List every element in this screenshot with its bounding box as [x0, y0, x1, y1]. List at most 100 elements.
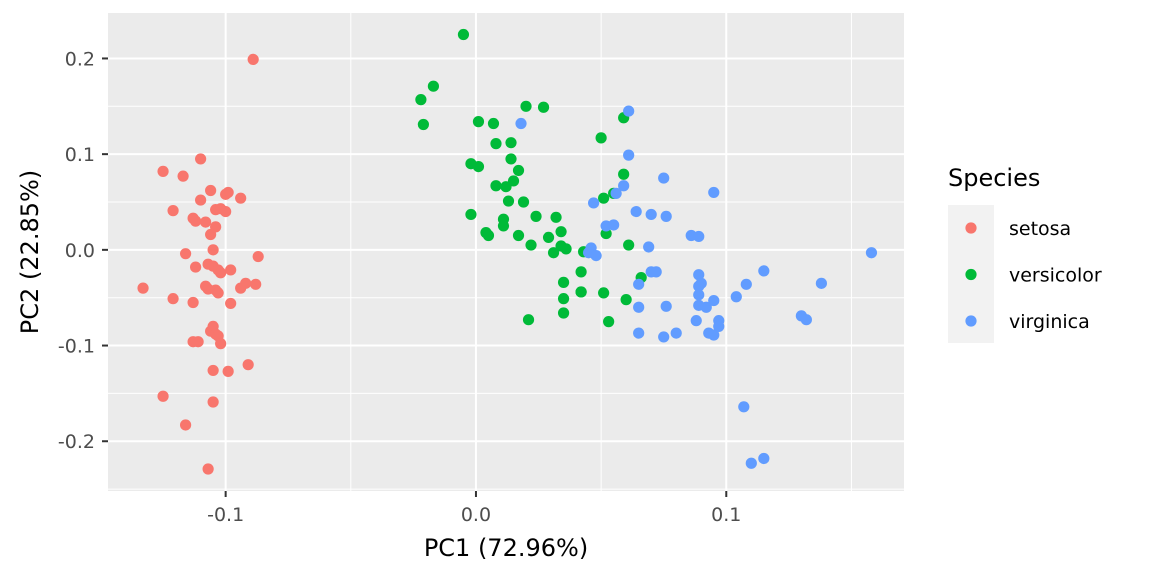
point-virginica [588, 197, 600, 209]
legend-key-setosa [965, 222, 977, 234]
point-setosa [250, 278, 262, 290]
point-versicolor [512, 229, 525, 242]
point-versicolor [547, 247, 560, 259]
point-versicolor [497, 220, 510, 232]
point-virginica [660, 300, 672, 312]
point-setosa [202, 463, 214, 475]
major-gridlines [108, 13, 904, 491]
point-versicolor [512, 164, 525, 177]
point-setosa [179, 248, 192, 260]
point-versicolor [472, 116, 485, 128]
point-virginica [745, 457, 757, 469]
legend-label-versicolor: versicolor [1009, 265, 1102, 287]
point-setosa [190, 261, 202, 273]
point-setosa [212, 287, 224, 299]
point-virginica [633, 278, 645, 290]
point-versicolor [550, 211, 562, 223]
point-versicolor [415, 94, 427, 106]
point-virginica [618, 180, 630, 192]
point-setosa [225, 264, 237, 276]
point-virginica [690, 315, 702, 327]
point-setosa [207, 244, 219, 256]
point-virginica [758, 452, 770, 465]
point-versicolor [542, 231, 555, 244]
point-virginica [758, 265, 770, 277]
point-virginica [650, 266, 662, 278]
point-setosa [195, 194, 207, 206]
point-versicolor [618, 168, 630, 180]
point-versicolor [557, 276, 570, 288]
point-versicolor [537, 101, 550, 113]
point-setosa [205, 184, 217, 197]
point-versicolor [472, 160, 485, 173]
legend: Species setosa versicolor virginica [948, 164, 1102, 343]
x-tick-label: 0.0 [461, 504, 491, 526]
point-versicolor [417, 118, 429, 131]
point-setosa [207, 396, 219, 408]
point-setosa [179, 419, 192, 431]
point-virginica [623, 149, 635, 161]
point-versicolor [560, 243, 572, 255]
point-versicolor [557, 293, 570, 305]
point-virginica [708, 294, 720, 307]
point-setosa [252, 250, 264, 263]
point-setosa [220, 205, 232, 218]
point-setosa [157, 390, 169, 402]
point-versicolor [490, 138, 502, 150]
point-setosa [192, 336, 204, 348]
point-versicolor [603, 316, 615, 328]
plot-panel [108, 13, 904, 491]
point-versicolor [487, 117, 500, 130]
point-setosa [167, 205, 179, 217]
point-setosa [187, 296, 199, 309]
point-setosa [220, 188, 232, 200]
point-versicolor [465, 208, 477, 221]
point-setosa [200, 216, 212, 228]
point-virginica [658, 331, 670, 343]
x-tick-label: 0.1 [711, 504, 741, 526]
point-virginica [693, 280, 705, 292]
point-versicolor [575, 286, 587, 298]
point-versicolor [598, 192, 610, 204]
legend-items: setosa versicolor virginica [965, 218, 1102, 333]
legend-label-virginica: virginica [1009, 311, 1090, 333]
point-versicolor [525, 239, 537, 251]
point-virginica [658, 172, 670, 184]
point-setosa [190, 215, 202, 227]
point-virginica [590, 249, 602, 262]
point-versicolor [517, 196, 530, 208]
point-versicolor [600, 227, 612, 240]
legend-label-setosa: setosa [1009, 218, 1071, 240]
point-versicolor [575, 266, 587, 278]
point-virginica [865, 247, 878, 259]
point-versicolor [557, 307, 570, 319]
point-virginica [693, 289, 705, 301]
point-versicolor [522, 314, 535, 326]
point-versicolor [520, 100, 532, 112]
point-setosa [207, 364, 219, 377]
point-setosa [215, 338, 227, 350]
point-virginica [800, 314, 812, 326]
y-tick-label: -0.1 [58, 336, 95, 358]
point-virginica [670, 327, 682, 339]
point-virginica [740, 278, 752, 290]
point-setosa [137, 282, 149, 294]
point-setosa [177, 170, 189, 182]
legend-key-virginica [965, 315, 977, 327]
point-virginica [708, 186, 720, 199]
point-setosa [225, 297, 237, 310]
y-axis-title: PC2 (22.85%) [16, 170, 44, 334]
point-virginica [708, 329, 720, 341]
y-tick-label: 0.0 [65, 240, 95, 262]
y-tick-label: 0.1 [65, 144, 95, 166]
point-virginica [660, 210, 672, 222]
point-virginica [610, 187, 622, 199]
point-virginica [693, 269, 705, 281]
point-virginica [643, 241, 655, 253]
point-setosa [167, 293, 179, 305]
y-tick-label: -0.2 [58, 431, 95, 453]
x-axis-title: PC1 (72.96%) [424, 534, 588, 562]
point-setosa [215, 267, 227, 279]
y-tick-label: 0.2 [65, 48, 95, 70]
point-virginica [630, 205, 642, 218]
